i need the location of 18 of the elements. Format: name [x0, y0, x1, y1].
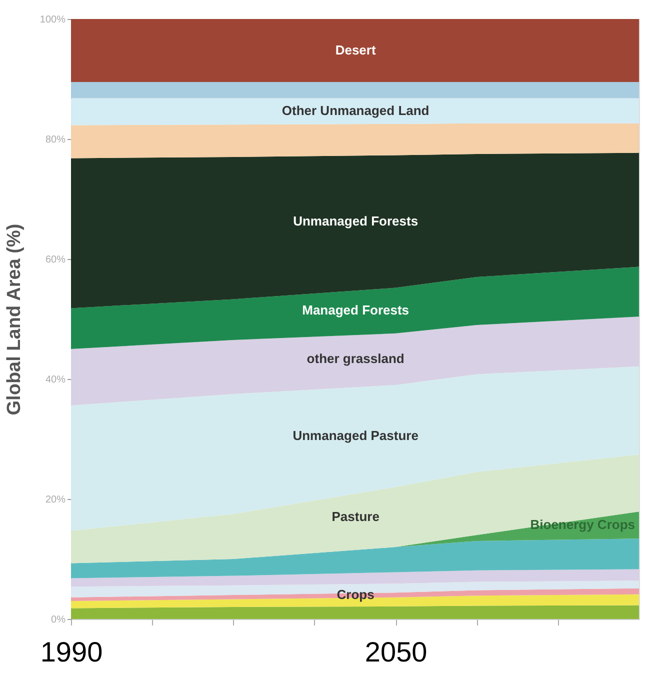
y-tick-label: 100%	[40, 14, 66, 26]
y-tick-label: 20%	[45, 494, 66, 506]
y-axis-title: Global Land Area (%)	[4, 224, 25, 416]
series-label: Other Unmanaged Land	[282, 103, 430, 118]
x-tick-label: 1990	[40, 636, 103, 668]
series-label: Managed Forests	[302, 302, 410, 318]
series-label: Pasture	[332, 509, 380, 524]
series-label: Desert	[335, 42, 376, 58]
y-tick-label: 80%	[45, 134, 66, 146]
y-tick-label: 0%	[51, 614, 66, 626]
series-label: Unmanaged Pasture	[292, 428, 418, 443]
y-tick-label: 40%	[45, 374, 66, 386]
x-tick-label: 2050	[364, 636, 428, 668]
series-label: Unmanaged Forests	[293, 214, 418, 228]
series-label: other grassland	[306, 351, 404, 366]
series-label: Bioenergy Crops	[530, 517, 635, 532]
y-tick-label: 60%	[45, 254, 66, 266]
series-label: Crops	[336, 587, 374, 602]
